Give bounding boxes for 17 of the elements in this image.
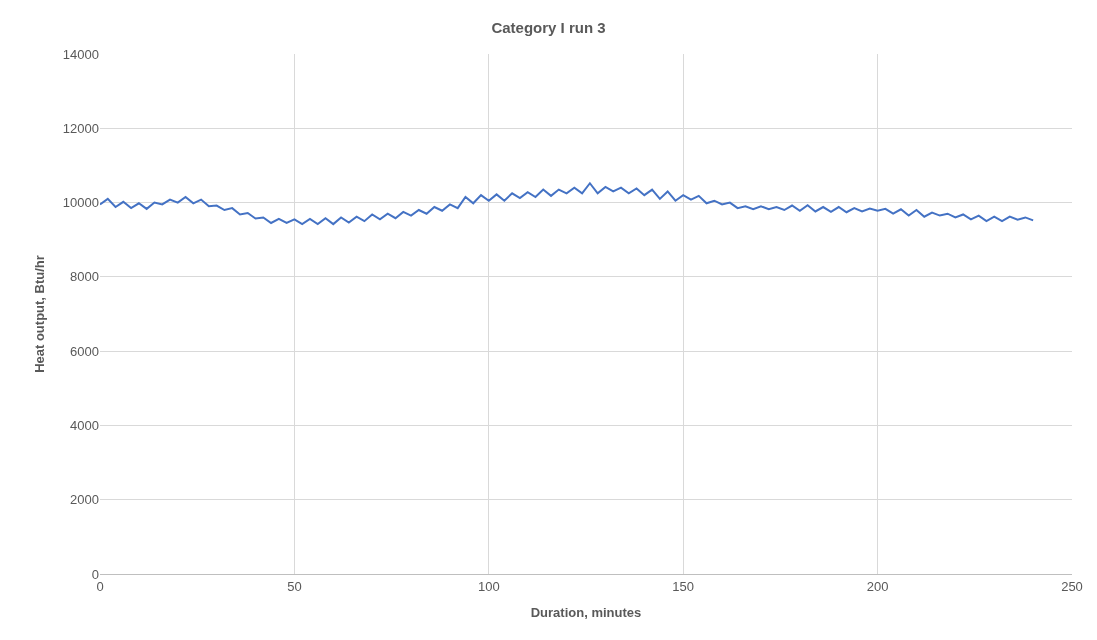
x-axis-title: Duration, minutes (530, 605, 642, 621)
y-tick-label: 14000 (62, 46, 99, 62)
y-tick-label: 2000 (70, 492, 99, 508)
line-series (100, 182, 1035, 226)
chart-title: Category I run 3 (491, 18, 606, 36)
y-axis-title: Heat output, Btu/hr (31, 255, 47, 373)
y-tick-label: 12000 (62, 120, 99, 136)
y-tick-label: 8000 (70, 269, 99, 285)
y-tick-label: 10000 (62, 195, 99, 211)
y-tick-label: 6000 (70, 343, 99, 359)
x-tick-label: 250 (1061, 578, 1083, 594)
x-tick-label: 100 (477, 578, 500, 594)
x-tick-label: 150 (672, 578, 695, 594)
y-tick-label: 4000 (70, 417, 99, 433)
x-tick-label: 50 (287, 578, 302, 594)
y-tick-label: 0 (91, 566, 99, 582)
x-tick-label: 200 (866, 578, 889, 594)
